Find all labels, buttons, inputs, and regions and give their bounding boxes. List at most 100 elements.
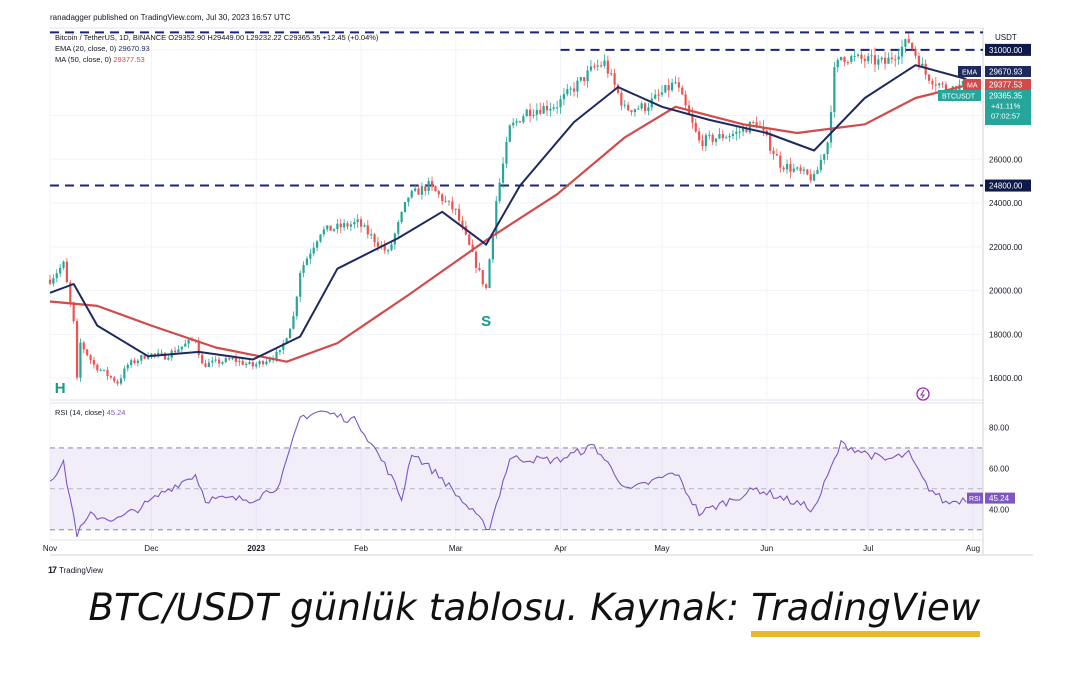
candle-down: [931, 80, 934, 85]
candle-up: [59, 267, 62, 274]
candle-down: [261, 361, 265, 365]
candle-up: [214, 359, 217, 361]
rsi-name-badge: [967, 492, 983, 504]
candle-down: [474, 251, 478, 268]
candle-up: [312, 247, 315, 254]
level-badge: [985, 179, 1031, 192]
candle-up: [343, 223, 346, 228]
rsi-legend-value: 45.24: [106, 408, 126, 417]
candle-up: [921, 63, 924, 67]
tradingview-logo-text: TradingView: [59, 565, 104, 575]
candle-down: [941, 83, 944, 85]
candle-up: [126, 364, 129, 369]
candle-down: [481, 270, 484, 285]
horizontal-levels: [50, 31, 983, 187]
level-badge-label: 24800.00: [989, 182, 1023, 191]
candle-up: [623, 104, 626, 106]
caption: BTC/USDT günlük tablosu. Kaynak: Trading…: [0, 586, 1069, 637]
candle-up: [674, 82, 677, 84]
candle-down: [613, 73, 616, 85]
candle-up: [370, 234, 373, 236]
candle-up: [407, 197, 410, 203]
candle-up: [654, 94, 657, 99]
candles: [48, 33, 968, 387]
candle-down: [863, 58, 866, 62]
candle-down: [860, 54, 863, 59]
candle-down: [927, 74, 931, 81]
candle-up: [738, 131, 741, 133]
candle-down: [721, 134, 724, 139]
candle-down: [606, 60, 609, 74]
rsi-value-label: 45.24: [989, 494, 1010, 503]
candle-down: [437, 191, 440, 195]
time-tick-label: Jul: [863, 544, 873, 553]
candle-up: [295, 296, 298, 317]
ema-20-line: [49, 64, 967, 361]
candle-down: [461, 220, 464, 227]
candle-up: [850, 56, 853, 63]
candle-down: [197, 340, 200, 355]
candle-up: [596, 65, 599, 67]
candle-down: [96, 364, 99, 371]
candle-down: [789, 164, 792, 172]
badge-name-bg: [963, 79, 981, 90]
time-tick-label: May: [654, 544, 669, 553]
candle-down: [691, 114, 694, 123]
candle-down: [667, 85, 670, 91]
candle-down: [681, 87, 684, 95]
candle-up: [576, 80, 579, 92]
candle-up: [180, 346, 183, 350]
rsi-tick-label: 60.00: [989, 464, 1010, 473]
candle-up: [731, 133, 735, 137]
candle-up: [146, 356, 150, 359]
annotations: HS: [55, 313, 930, 401]
tradingview-logo[interactable]: 17 TradingView: [48, 565, 103, 575]
candle-up: [322, 229, 325, 235]
time-tick-label: 2023: [247, 544, 265, 553]
time-tick-label: Feb: [354, 544, 368, 553]
candle-up: [349, 224, 353, 227]
candle-up: [319, 234, 322, 242]
candle-down: [684, 94, 687, 106]
candle-up: [390, 244, 393, 251]
candle-up: [99, 369, 102, 371]
candle-up: [130, 360, 133, 365]
ma-legend: MA (50, close, 0) 29377.53: [55, 55, 145, 64]
candle-up: [826, 142, 829, 155]
candle-down: [447, 200, 451, 202]
badge-value: 29670.93: [989, 68, 1023, 77]
candle-down: [451, 201, 454, 210]
candle-down: [376, 242, 380, 247]
pattern-label-s: S: [481, 313, 491, 330]
candle-up: [410, 190, 413, 198]
candle-up: [400, 211, 403, 223]
candle-down: [620, 92, 623, 106]
candle-up: [785, 164, 789, 170]
candle-down: [434, 186, 437, 192]
badge-value-bg: [985, 90, 1031, 125]
candle-up: [427, 181, 430, 191]
candle-up: [248, 362, 251, 364]
candle-down: [72, 302, 75, 322]
candle-down: [518, 121, 522, 123]
candle-down: [163, 353, 167, 360]
candle-down: [48, 279, 52, 284]
candle-up: [880, 57, 883, 60]
candle-up: [877, 59, 880, 65]
candle-down: [441, 194, 444, 202]
candle-up: [603, 60, 606, 66]
candle-down: [890, 57, 893, 60]
badge-value-bg: [985, 79, 1031, 90]
candle-down: [911, 42, 914, 49]
candle-down: [485, 284, 488, 288]
candle-up: [660, 92, 664, 95]
price-tick-label: 16000.00: [989, 374, 1023, 383]
candle-up: [829, 112, 833, 143]
candle-up: [292, 316, 295, 329]
candle-up: [309, 253, 312, 259]
candle-down: [894, 59, 897, 61]
candle-up: [552, 107, 555, 109]
candle-down: [883, 57, 887, 64]
candle-down: [109, 375, 112, 378]
candle-down: [769, 135, 772, 151]
